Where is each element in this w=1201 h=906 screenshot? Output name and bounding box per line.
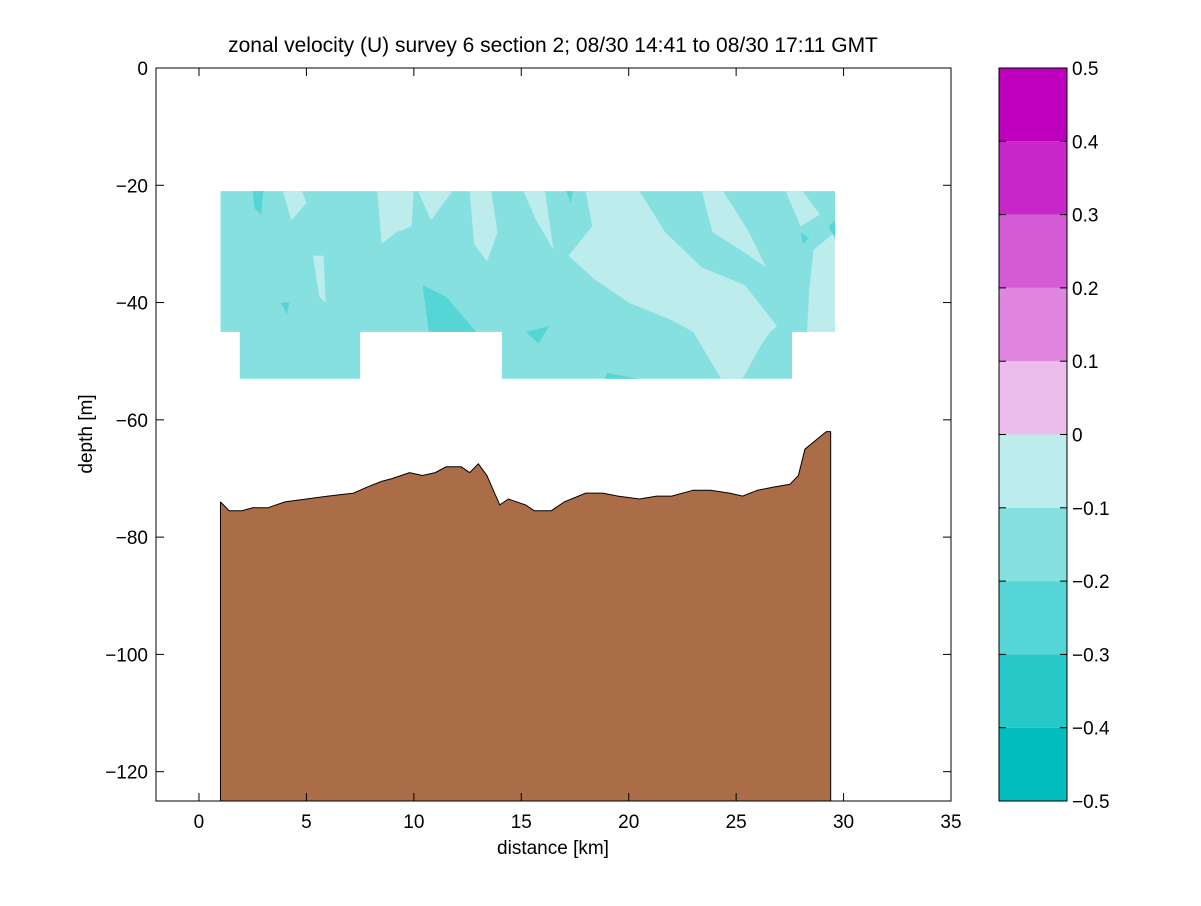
seafloor-fill [220,431,831,801]
colorbar-level-6 [999,287,1067,362]
plot-area: 0 5 10 15 20 25 30 35 −120 −100 −80 −60 −40 −20 0 [105,59,961,833]
velocity-patch-15 [800,232,810,244]
colorbar-tick-label-2: −0.3 [1072,645,1110,666]
x-tick-label-5: 5 [301,812,312,833]
velocity-patch-10 [252,191,264,215]
y-tick-label--20: −20 [116,176,148,197]
velocity-patch-0 [282,191,307,221]
colorbar-tick-label-5: 0 [1072,426,1083,447]
colorbar-tick-label-7: 0.2 [1072,279,1098,300]
velocity-patch-13 [525,326,550,344]
x-axis-label: distance [km] [497,838,609,859]
velocity-patch-14 [605,372,638,379]
plot-frame [155,67,952,802]
y-tick-label--100: −100 [105,645,148,666]
velocity-field [220,191,835,379]
colorbar-level-3 [999,507,1067,582]
velocity-patch-12 [422,285,477,332]
colorbar-level-9 [999,68,1067,142]
colorbar-tick-label-0: −0.5 [1072,792,1110,813]
colorbar-level-7 [999,214,1067,288]
velocity-patch-7 [701,191,767,268]
seafloor-line [220,431,831,512]
bathymetry [219,431,832,801]
y-tick-label--80: −80 [116,528,148,549]
velocity-patch-1 [312,255,326,303]
y-tick-label--40: −40 [116,294,148,315]
colorbar-tick-label-9: 0.4 [1072,132,1099,153]
velocity-patch-4 [469,191,498,262]
colorbar-ticks: −0.5 −0.4 −0.3 −0.2 −0.1 0 0.1 0.2 0.3 0.4 0.5 [999,59,1110,813]
velocity-patch-3 [418,191,453,221]
colorbar-level-5 [999,361,1067,435]
x-tick-label-30: 30 [833,812,854,833]
velocity-patch-2 [377,191,414,244]
x-tick-label-15: 15 [511,812,532,833]
colorbar-level-8 [999,141,1067,215]
velocity-patch-9 [807,232,835,332]
colorbar-tick-label-3: −0.2 [1072,572,1110,593]
colorbar-level-2 [999,581,1067,655]
x-axis: 0 5 10 15 20 25 30 35 [194,68,962,833]
colorbar-levels [999,68,1067,801]
colorbar-tick-label-10: 0.5 [1072,59,1098,80]
velocity-patch-8 [785,191,820,227]
colorbar-level-1 [999,654,1067,728]
velocity-patch-16 [828,220,835,239]
velocity-patch-11 [280,302,290,315]
x-tick-label-25: 25 [726,812,747,833]
colorbar: −0.5 −0.4 −0.3 −0.2 −0.1 0 0.1 0.2 0.3 0.4 0.5 [998,59,1110,813]
y-axis-label: depth [m] [76,394,97,473]
colorbar-level-0 [999,727,1067,801]
colorbar-tick-label-4: −0.1 [1072,499,1110,520]
colorbar-level-4 [999,434,1067,508]
y-tick-label-0: 0 [137,59,148,80]
velocity-patch-17 [566,191,573,203]
y-axis: −120 −100 −80 −60 −40 −20 0 [105,59,951,784]
velocity-base-region [220,191,835,379]
colorbar-tick-label-8: 0.3 [1072,206,1098,227]
x-tick-label-20: 20 [618,812,639,833]
y-tick-label--60: −60 [116,411,148,432]
y-tick-label--120: −120 [105,763,148,784]
velocity-patch-6 [568,191,777,379]
colorbar-tick-label-6: 0.1 [1072,352,1098,373]
x-tick-label-35: 35 [940,812,961,833]
velocity-patch-5 [523,191,554,250]
x-tick-label-10: 10 [403,812,424,833]
x-tick-label-0: 0 [194,812,205,833]
colorbar-tick-label-1: −0.4 [1072,719,1110,740]
chart-title: zonal velocity (U) survey 6 section 2; 0… [228,34,878,57]
